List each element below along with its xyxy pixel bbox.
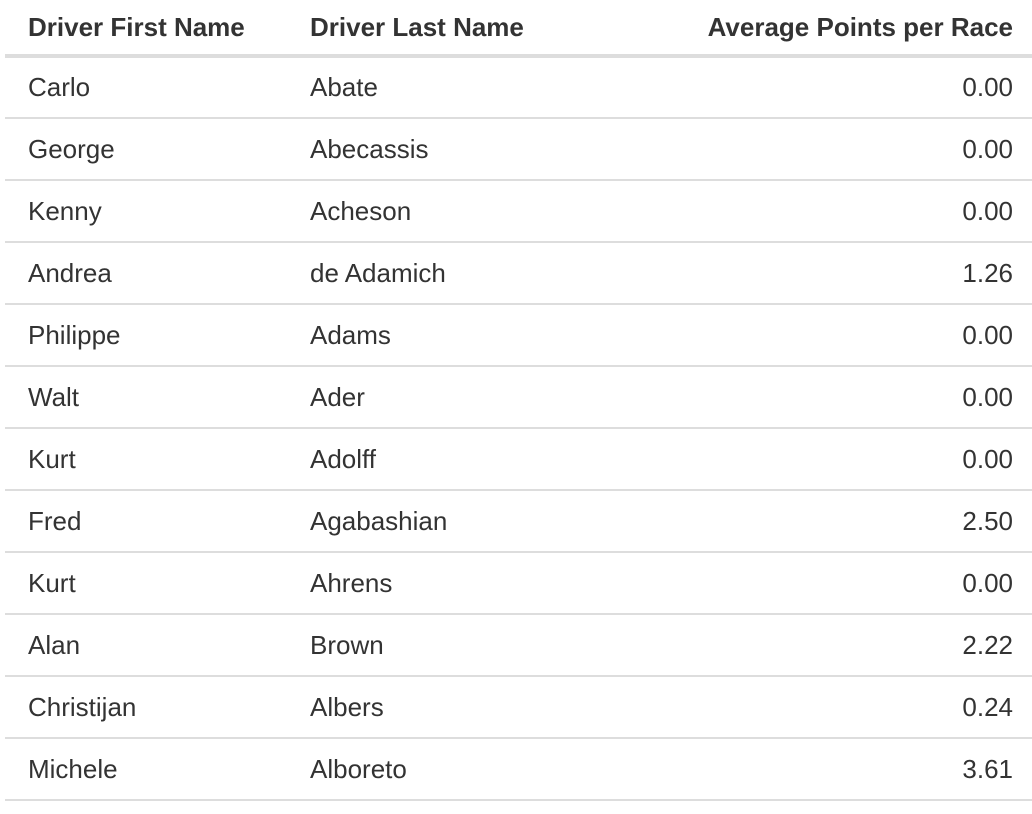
cell-last-name: Agabashian (287, 490, 607, 553)
cell-avg-points: 3.61 (607, 738, 1032, 801)
cell-first-name: Alan (5, 614, 287, 677)
cell-avg-points: 0.00 (607, 180, 1032, 243)
cell-first-name: George (5, 118, 287, 181)
cell-first-name: Fred (5, 490, 287, 553)
cell-last-name: de Adamich (287, 242, 607, 305)
column-header-avg-points[interactable]: Average Points per Race (607, 0, 1032, 58)
column-header-first-name[interactable]: Driver First Name (5, 0, 287, 58)
table-row: George Abecassis 0.00 (5, 118, 1032, 181)
table-row: Kurt Adolff 0.00 (5, 428, 1032, 491)
table-row: Philippe Adams 0.00 (5, 304, 1032, 367)
cell-avg-points: 1.26 (607, 242, 1032, 305)
column-header-last-name[interactable]: Driver Last Name (287, 0, 607, 58)
cell-first-name: Kurt (5, 552, 287, 615)
drivers-table: Driver First Name Driver Last Name Avera… (5, 0, 1032, 801)
cell-last-name: Ahrens (287, 552, 607, 615)
cell-first-name: Walt (5, 366, 287, 429)
table-row: Fred Agabashian 2.50 (5, 490, 1032, 553)
cell-avg-points: 0.24 (607, 676, 1032, 739)
table-row: Kenny Acheson 0.00 (5, 180, 1032, 243)
cell-first-name: Michele (5, 738, 287, 801)
cell-avg-points: 0.00 (607, 428, 1032, 491)
cell-last-name: Ader (287, 366, 607, 429)
cell-first-name: Christijan (5, 676, 287, 739)
cell-avg-points: 2.50 (607, 490, 1032, 553)
cell-avg-points: 0.00 (607, 118, 1032, 181)
table-row: Alan Brown 2.22 (5, 614, 1032, 677)
table-row: Carlo Abate 0.00 (5, 56, 1032, 119)
cell-avg-points: 0.00 (607, 552, 1032, 615)
table-body: Carlo Abate 0.00 George Abecassis 0.00 K… (5, 56, 1032, 801)
cell-first-name: Andrea (5, 242, 287, 305)
table-row: Kurt Ahrens 0.00 (5, 552, 1032, 615)
table-row: Christijan Albers 0.24 (5, 676, 1032, 739)
cell-first-name: Kurt (5, 428, 287, 491)
cell-avg-points: 0.00 (607, 304, 1032, 367)
table-row: Andrea de Adamich 1.26 (5, 242, 1032, 305)
header-row: Driver First Name Driver Last Name Avera… (5, 0, 1032, 58)
cell-last-name: Adams (287, 304, 607, 367)
cell-last-name: Albers (287, 676, 607, 739)
table-row: Michele Alboreto 3.61 (5, 738, 1032, 801)
table-row: Walt Ader 0.00 (5, 366, 1032, 429)
cell-first-name: Carlo (5, 56, 287, 119)
cell-last-name: Abecassis (287, 118, 607, 181)
cell-last-name: Abate (287, 56, 607, 119)
table-header: Driver First Name Driver Last Name Avera… (5, 0, 1032, 58)
cell-last-name: Brown (287, 614, 607, 677)
cell-last-name: Adolff (287, 428, 607, 491)
cell-last-name: Alboreto (287, 738, 607, 801)
cell-first-name: Philippe (5, 304, 287, 367)
cell-avg-points: 0.00 (607, 56, 1032, 119)
cell-last-name: Acheson (287, 180, 607, 243)
cell-first-name: Kenny (5, 180, 287, 243)
cell-avg-points: 2.22 (607, 614, 1032, 677)
cell-avg-points: 0.00 (607, 366, 1032, 429)
